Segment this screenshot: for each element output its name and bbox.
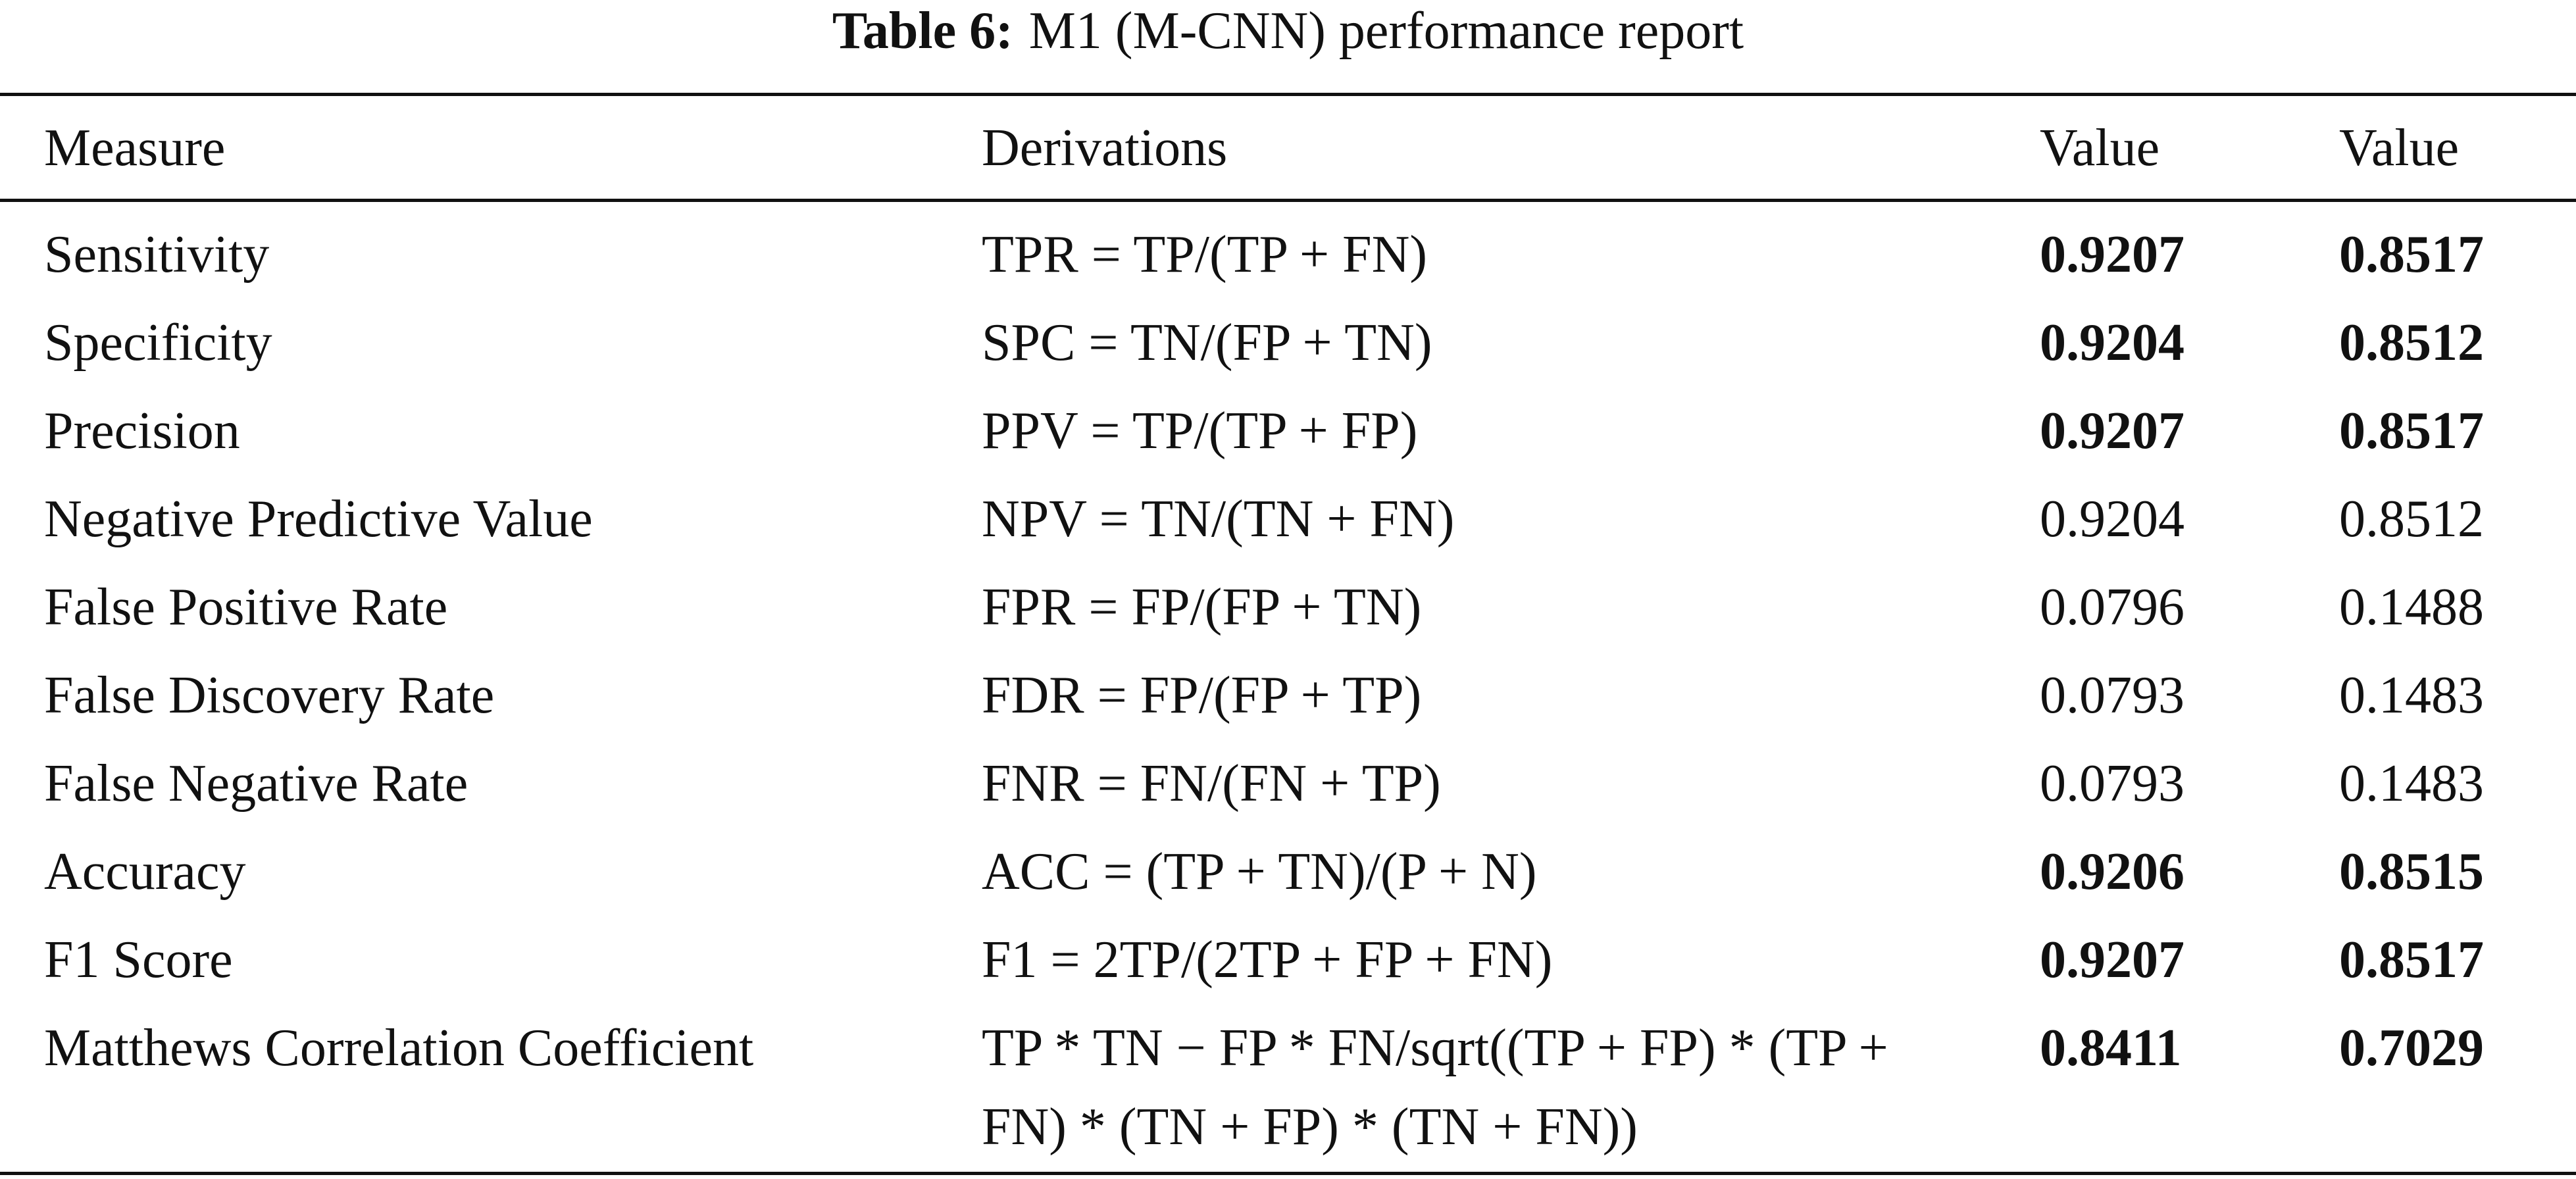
value-cell: 0.8517 — [2339, 226, 2484, 284]
value-cell: 0.9206 — [2040, 843, 2185, 901]
measure-cell: Accuracy — [44, 843, 246, 901]
measure-cell: False Positive Rate — [44, 578, 448, 636]
measure-cell: Negative Predictive Value — [44, 490, 593, 548]
header-cell: Derivations — [982, 119, 1228, 177]
value-cell: 0.1483 — [2339, 755, 2484, 813]
measure-cell: False Negative Rate — [44, 755, 468, 813]
measure-cell: Sensitivity — [44, 226, 270, 284]
measure-cell: Specificity — [44, 314, 272, 372]
value-cell: 0.9204 — [2040, 490, 2185, 548]
derivation-cell: F1 = 2TP/(2TP + FP + FN) — [982, 931, 1553, 989]
derivation-cell: NPV = TN/(TN + FN) — [982, 490, 1455, 548]
derivation-cell: SPC = TN/(FP + TN) — [982, 314, 1432, 372]
value-cell: 0.8512 — [2339, 490, 2484, 548]
top-rule — [0, 93, 2576, 96]
header-rule — [0, 199, 2576, 202]
derivation-cell: FPR = FP/(FP + TN) — [982, 578, 1422, 636]
derivation-cell: FNR = FN/(FN + TP) — [982, 755, 1441, 813]
value-cell: 0.7029 — [2339, 1019, 2484, 1077]
value-cell: 0.0793 — [2040, 666, 2185, 724]
value-cell: 0.9207 — [2040, 226, 2185, 284]
value-cell: 0.8515 — [2339, 843, 2484, 901]
value-cell: 0.8411 — [2040, 1019, 2182, 1077]
derivation-cell: TPR = TP/(TP + FN) — [982, 226, 1428, 284]
header-cell: Value — [2040, 119, 2160, 177]
value-cell: 0.9204 — [2040, 314, 2185, 372]
table-caption: Table 6: M1 (M-CNN) performance report — [0, 0, 2576, 63]
derivation-cell: TP * TN − FP * FN/sqrt((TP + FP) * (TP +… — [982, 1019, 1888, 1156]
measure-cell: False Discovery Rate — [44, 666, 495, 724]
derivation-cell: PPV = TP/(TP + FP) — [982, 402, 1418, 460]
bottom-rule — [0, 1172, 2576, 1175]
value-cell: 0.1483 — [2339, 666, 2484, 724]
value-cell: 0.9207 — [2040, 931, 2185, 989]
measure-cell: Precision — [44, 402, 240, 460]
value-cell: 0.8517 — [2339, 402, 2484, 460]
value-cell: 0.1488 — [2339, 578, 2484, 636]
value-cell: 0.9207 — [2040, 402, 2185, 460]
value-cell: 0.0793 — [2040, 755, 2185, 813]
header-cell: Value — [2339, 119, 2460, 177]
header-cell: Measure — [44, 119, 226, 177]
measure-cell: F1 Score — [44, 931, 233, 989]
caption-title: M1 (M-CNN) performance report — [1028, 2, 1744, 60]
caption-label: Table 6: — [832, 2, 1013, 60]
value-cell: 0.0796 — [2040, 578, 2185, 636]
derivation-cell: FDR = FP/(FP + TP) — [982, 666, 1422, 724]
value-cell: 0.8512 — [2339, 314, 2484, 372]
value-cell: 0.8517 — [2339, 931, 2484, 989]
measure-cell: Matthews Correlation Coefficient — [44, 1019, 754, 1077]
derivation-cell: ACC = (TP + TN)/(P + N) — [982, 843, 1537, 901]
